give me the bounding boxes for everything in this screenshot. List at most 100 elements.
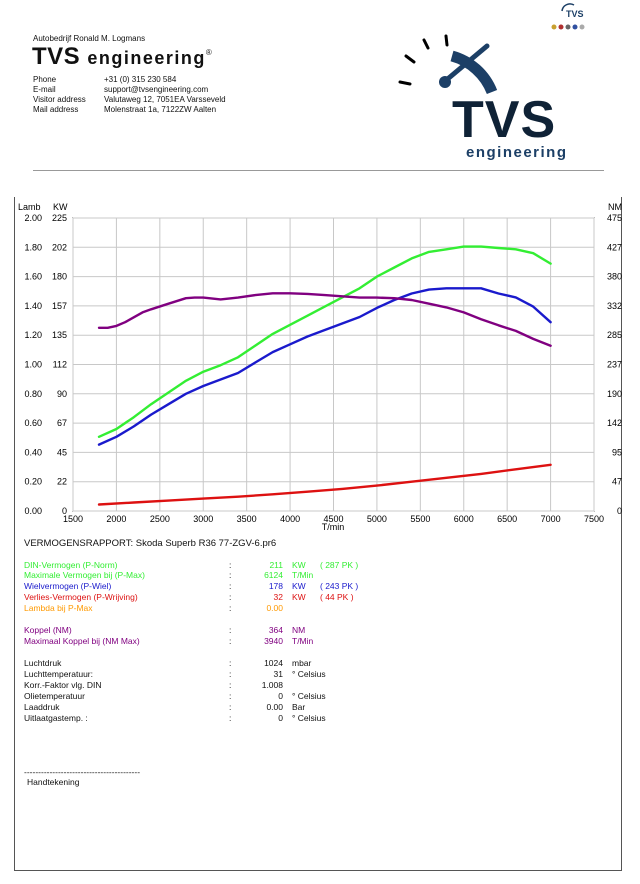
report-row-separator: :	[229, 603, 232, 613]
report-row-unit: KW	[292, 560, 306, 570]
x-axis-label: T/min	[322, 522, 345, 532]
kw-tick-label: 202	[52, 242, 67, 252]
report-row-separator: :	[229, 581, 232, 591]
report-row-label: Verlies-Vermogen (P-Wrijving)	[24, 592, 138, 602]
lambda-tick-label: 1.80	[24, 242, 42, 252]
brand-mark: ®	[205, 48, 213, 57]
nm-tick-label: 427	[607, 242, 622, 252]
report-row-separator: :	[229, 570, 232, 580]
report-row-separator: :	[229, 625, 232, 635]
x-tick-label: 4000	[280, 514, 300, 524]
x-tick-label: 5500	[410, 514, 430, 524]
kw-tick-label: 0	[62, 506, 67, 516]
signature-label: Handtekening	[27, 777, 80, 787]
series-line	[97, 245, 552, 439]
report-row-label: Luchttemperatuur:	[24, 669, 93, 679]
report-row-pk: ( 44 PK )	[320, 592, 354, 602]
report-row-label: Maximale Vermogen bij (P-Max)	[24, 570, 145, 580]
report-row-value: 0	[278, 713, 283, 723]
corner-logo: TVS	[551, 3, 585, 30]
x-tick-label: 2500	[150, 514, 170, 524]
x-tick-label: 7000	[541, 514, 561, 524]
report-row-separator: :	[229, 669, 232, 679]
report-row-unit: T/Min	[292, 570, 314, 580]
contact-phone: Phone +31 (0) 315 230 584	[33, 75, 177, 84]
kw-tick-label: 90	[57, 389, 67, 399]
lambda-tick-label: 0.00	[24, 506, 42, 516]
report-row-unit: ° Celsius	[292, 691, 326, 701]
header-divider	[33, 170, 604, 171]
report-row-value: 0.00	[266, 702, 283, 712]
lambda-axis-label: Lamb	[18, 202, 41, 212]
report-row-pk: ( 243 PK )	[320, 581, 359, 591]
report-row-separator: :	[229, 713, 232, 723]
x-tick-label: 1500	[63, 514, 83, 524]
report-row-value: 178	[268, 581, 283, 591]
report-row-value: 1024	[264, 658, 283, 668]
report-frame	[14, 197, 622, 871]
kw-tick-label: 45	[57, 447, 67, 457]
series-line	[97, 292, 552, 347]
x-tick-label: 3000	[193, 514, 213, 524]
nm-tick-label: 95	[612, 447, 622, 457]
report-row-label: Koppel (NM)	[24, 625, 72, 635]
header-brand: TVS engineering®	[32, 43, 212, 71]
report-row-value: 0.00	[266, 603, 283, 613]
report-row-separator: :	[229, 560, 232, 570]
nm-tick-label: 47	[612, 477, 622, 487]
report-row-unit: T/Min	[292, 636, 314, 646]
lambda-tick-label: 0.60	[24, 418, 42, 428]
kw-tick-label: 22	[57, 477, 67, 487]
report-row-label: Lambda bij P-Max	[24, 603, 93, 613]
lambda-tick-label: 1.00	[24, 360, 42, 370]
contact-mail-address: Mail address Molenstraat 1a, 7122ZW Aalte…	[33, 105, 217, 114]
logo-big-text: TVS	[452, 91, 556, 149]
report-row-unit: Bar	[292, 702, 306, 712]
report-row-unit: ° Celsius	[292, 669, 326, 679]
report-row-separator: :	[229, 702, 232, 712]
nm-tick-label: 285	[607, 330, 622, 340]
nm-axis-label: NM	[608, 202, 622, 212]
report-row-value: 3940	[264, 636, 283, 646]
contact-email: E-mail support@tvsengineering.com	[33, 85, 209, 94]
report-row-pk: ( 287 PK )	[320, 560, 359, 570]
kw-tick-label: 157	[52, 301, 67, 311]
x-tick-label: 6000	[454, 514, 474, 524]
x-tick-label: 2000	[106, 514, 126, 524]
kw-tick-label: 180	[52, 272, 67, 282]
report-row-label: Korr.-Faktor vlg. DIN	[24, 680, 102, 690]
report-row-unit: KW	[292, 581, 306, 591]
report-row-value: 211	[269, 560, 283, 570]
dyno-chart: 1500 2000 2500 3000 3500 4000 4500 5000 5500 6000…	[18, 202, 622, 532]
report-row-unit: mbar	[292, 658, 312, 668]
lambda-tick-label: 0.80	[24, 389, 42, 399]
lambda-tick-label: 0.40	[24, 447, 42, 457]
kw-tick-label: 225	[52, 213, 67, 223]
x-tick-label: 6500	[497, 514, 517, 524]
corner-logo-text: TVS	[566, 9, 584, 19]
contact-visitor-address: Visitor address Valutaweg 12, 7051EA Vars…	[33, 95, 226, 104]
report-row-value: 364	[268, 625, 283, 635]
report-row-value: 32	[273, 592, 283, 602]
series-line	[97, 287, 552, 446]
report-row-value: 6124	[264, 570, 283, 580]
report-row-unit: KW	[292, 592, 306, 602]
kw-tick-label: 67	[57, 418, 67, 428]
report-row-label: Uitlaatgastemp. :	[24, 713, 88, 723]
report-row-value: 31	[273, 669, 283, 679]
lambda-tick-label: 1.60	[24, 272, 42, 282]
nm-tick-label: 332	[607, 301, 622, 311]
report-row-label: Maximaal Koppel bij (NM Max)	[24, 636, 140, 646]
report-row-unit: ° Celsius	[292, 713, 326, 723]
nm-tick-label: 190	[607, 389, 622, 399]
report-row-unit: NM	[292, 625, 306, 635]
report-row-separator: :	[229, 658, 232, 668]
lambda-tick-label: 1.20	[24, 330, 42, 340]
kw-tick-label: 135	[52, 330, 67, 340]
logo-small-text: engineering	[466, 144, 568, 161]
lambda-tick-label: 2.00	[24, 213, 42, 223]
report-row-separator: :	[229, 691, 232, 701]
nm-tick-label: 0	[617, 506, 622, 516]
x-tick-label: 3500	[237, 514, 257, 524]
report-row-label: Olietemperatuur	[24, 691, 85, 701]
